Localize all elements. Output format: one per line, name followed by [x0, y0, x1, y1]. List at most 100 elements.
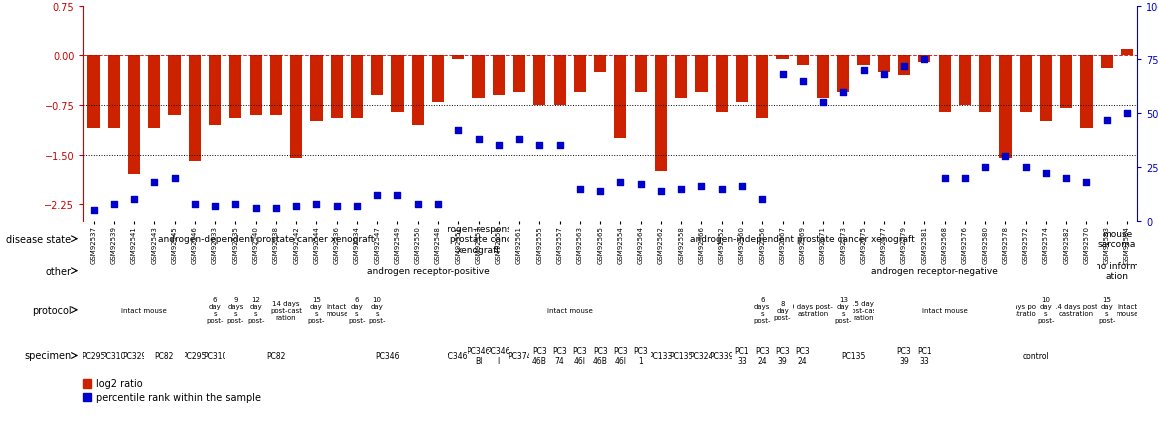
Bar: [310, 56, 322, 122]
Point: [652, 188, 670, 195]
Bar: [716, 56, 727, 112]
Point: [125, 196, 144, 203]
Text: no inform
ation: no inform ation: [1095, 261, 1138, 281]
Bar: [513, 56, 526, 92]
Bar: [899, 56, 910, 76]
Text: PC82: PC82: [266, 351, 286, 360]
Point: [530, 143, 549, 150]
Text: 14 days
post-cast
ration: 14 days post-cast ration: [270, 300, 302, 320]
Point: [409, 201, 427, 207]
Text: androgen receptor-positive: androgen receptor-positive: [366, 266, 490, 276]
Point: [428, 201, 447, 207]
Bar: [472, 56, 484, 99]
Point: [510, 136, 528, 143]
Bar: [432, 56, 445, 102]
Point: [1098, 117, 1116, 124]
Bar: [412, 56, 424, 125]
Bar: [1100, 56, 1113, 69]
Bar: [391, 56, 403, 112]
Point: [874, 72, 893, 79]
Bar: [148, 56, 160, 129]
Point: [712, 186, 731, 193]
Text: PC82: PC82: [155, 351, 174, 360]
Bar: [837, 56, 850, 92]
Point: [774, 72, 792, 79]
Point: [550, 143, 569, 150]
Point: [85, 207, 103, 214]
Text: PC329: PC329: [122, 351, 146, 360]
Point: [347, 203, 366, 210]
Text: 9 days post-c
astration: 9 days post-c astration: [790, 304, 836, 316]
Text: 14 days post-
castration: 14 days post- castration: [1053, 304, 1100, 316]
Text: 15 days
post-cast
ration: 15 days post-cast ration: [848, 300, 880, 320]
Bar: [290, 56, 302, 158]
Text: 15
day
s
post-: 15 day s post-: [1098, 296, 1115, 324]
Text: 6
day
s
post-: 6 day s post-: [206, 296, 223, 324]
Text: other: other: [45, 266, 72, 276]
Point: [955, 175, 974, 182]
Text: 6
day
s
post-: 6 day s post-: [349, 296, 366, 324]
Bar: [83, 393, 90, 401]
Point: [1036, 171, 1055, 178]
Bar: [776, 56, 789, 59]
Text: PC3
46I: PC3 46I: [613, 346, 628, 365]
Text: PC3
24: PC3 24: [755, 346, 770, 365]
Point: [936, 175, 954, 182]
Point: [976, 164, 995, 171]
Point: [834, 89, 852, 96]
Text: percentile rank within the sample: percentile rank within the sample: [96, 392, 262, 402]
Bar: [655, 56, 667, 172]
Bar: [452, 56, 464, 59]
Text: 15
day
s
post-: 15 day s post-: [308, 296, 325, 324]
Point: [996, 154, 1014, 161]
Text: PC135: PC135: [841, 351, 866, 360]
Text: 7 days post-c
astration: 7 days post-c astration: [1003, 304, 1049, 316]
Text: control: control: [1023, 351, 1049, 360]
Point: [672, 186, 690, 193]
Bar: [797, 56, 808, 66]
Text: PC3
1: PC3 1: [633, 346, 648, 365]
Text: PC3
24: PC3 24: [796, 346, 811, 365]
Text: PC1
33: PC1 33: [734, 346, 749, 365]
Text: PC346: PC346: [375, 351, 400, 360]
Text: PC3
46B: PC3 46B: [593, 346, 608, 365]
Text: intact mouse: intact mouse: [547, 307, 593, 313]
Text: PC3
39: PC3 39: [775, 346, 790, 365]
Text: PC346B: PC346B: [444, 351, 474, 360]
Bar: [675, 56, 688, 99]
Text: PC135: PC135: [669, 351, 694, 360]
Text: 8
day
post-: 8 day post-: [774, 300, 791, 320]
Bar: [229, 56, 241, 119]
Point: [915, 57, 933, 64]
Text: PC3
46B: PC3 46B: [532, 346, 547, 365]
Text: PC374: PC374: [507, 351, 532, 360]
Text: 10
day
s
post-: 10 day s post-: [1038, 296, 1055, 324]
Point: [185, 201, 204, 207]
Text: intact
mouse: intact mouse: [325, 304, 349, 316]
Bar: [169, 56, 181, 115]
Bar: [250, 56, 262, 115]
Point: [611, 179, 630, 186]
Point: [266, 205, 285, 212]
Point: [895, 63, 914, 70]
Text: PC3
46I: PC3 46I: [572, 346, 587, 365]
Point: [490, 143, 508, 150]
Bar: [83, 379, 90, 388]
Bar: [1020, 56, 1032, 112]
Point: [1077, 179, 1095, 186]
Point: [814, 100, 833, 107]
Bar: [493, 56, 505, 96]
Bar: [208, 56, 221, 125]
Text: 6
days
s
post-: 6 days s post-: [754, 296, 771, 324]
Bar: [371, 56, 383, 96]
Text: 12
day
s
post-: 12 day s post-: [247, 296, 264, 324]
Point: [1057, 175, 1076, 182]
Text: log2 ratio: log2 ratio: [96, 378, 144, 388]
Point: [571, 186, 589, 193]
Bar: [127, 56, 140, 175]
Bar: [615, 56, 626, 139]
Point: [1117, 110, 1136, 117]
Bar: [1080, 56, 1093, 129]
Point: [449, 128, 468, 135]
Text: PC295: PC295: [183, 351, 207, 360]
